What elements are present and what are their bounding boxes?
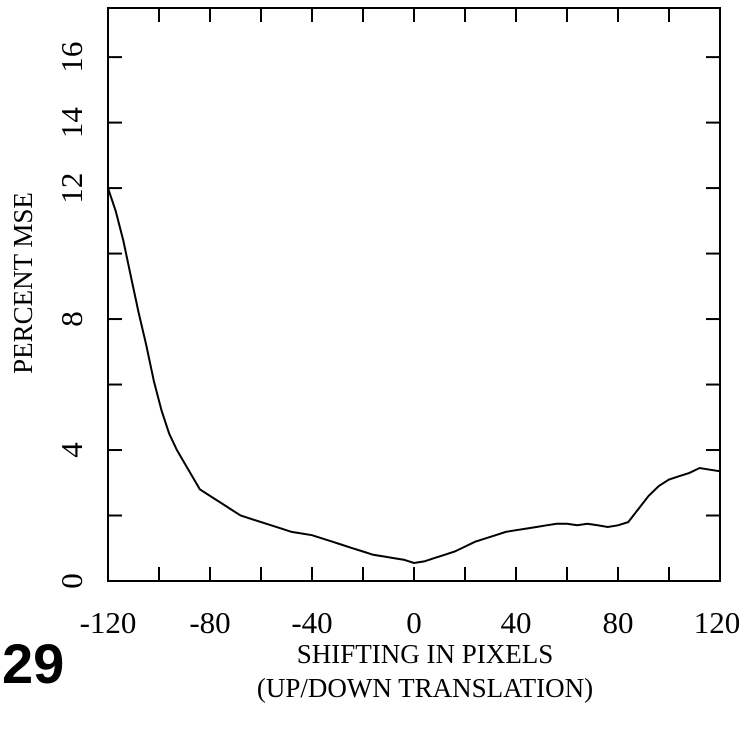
y-axis-label: PERCENT MSE (8, 192, 38, 374)
figure-number: 29 (2, 632, 64, 695)
series-line (107, 187, 721, 565)
y-tick-label: 14 (54, 107, 89, 139)
x-tick-label: 0 (406, 605, 422, 640)
x-tick-label: -40 (291, 605, 332, 640)
x-tick-label: 120 (694, 605, 741, 640)
y-tick-label: 4 (54, 442, 89, 458)
x-axis-label-line1: SHIFTING IN PIXELS (297, 639, 554, 669)
x-tick-label: 40 (501, 605, 532, 640)
y-tick-label: 16 (54, 42, 89, 73)
x-tick-label: -80 (189, 605, 230, 640)
x-axis-label-line2: (UP/DOWN TRANSLATION) (257, 673, 593, 703)
axis-ticks (107, 8, 721, 582)
y-tick-labels: 0 4 8 12 14 16 (54, 42, 89, 589)
y-tick-label: 8 (54, 311, 89, 327)
x-tick-label: -120 (80, 605, 137, 640)
x-tick-labels: -120 -80 -40 0 40 80 120 (80, 605, 741, 640)
plot-frame (107, 7, 721, 582)
y-tick-label: 0 (54, 573, 89, 589)
y-tick-label: 12 (54, 173, 89, 204)
x-tick-label: 80 (603, 605, 634, 640)
